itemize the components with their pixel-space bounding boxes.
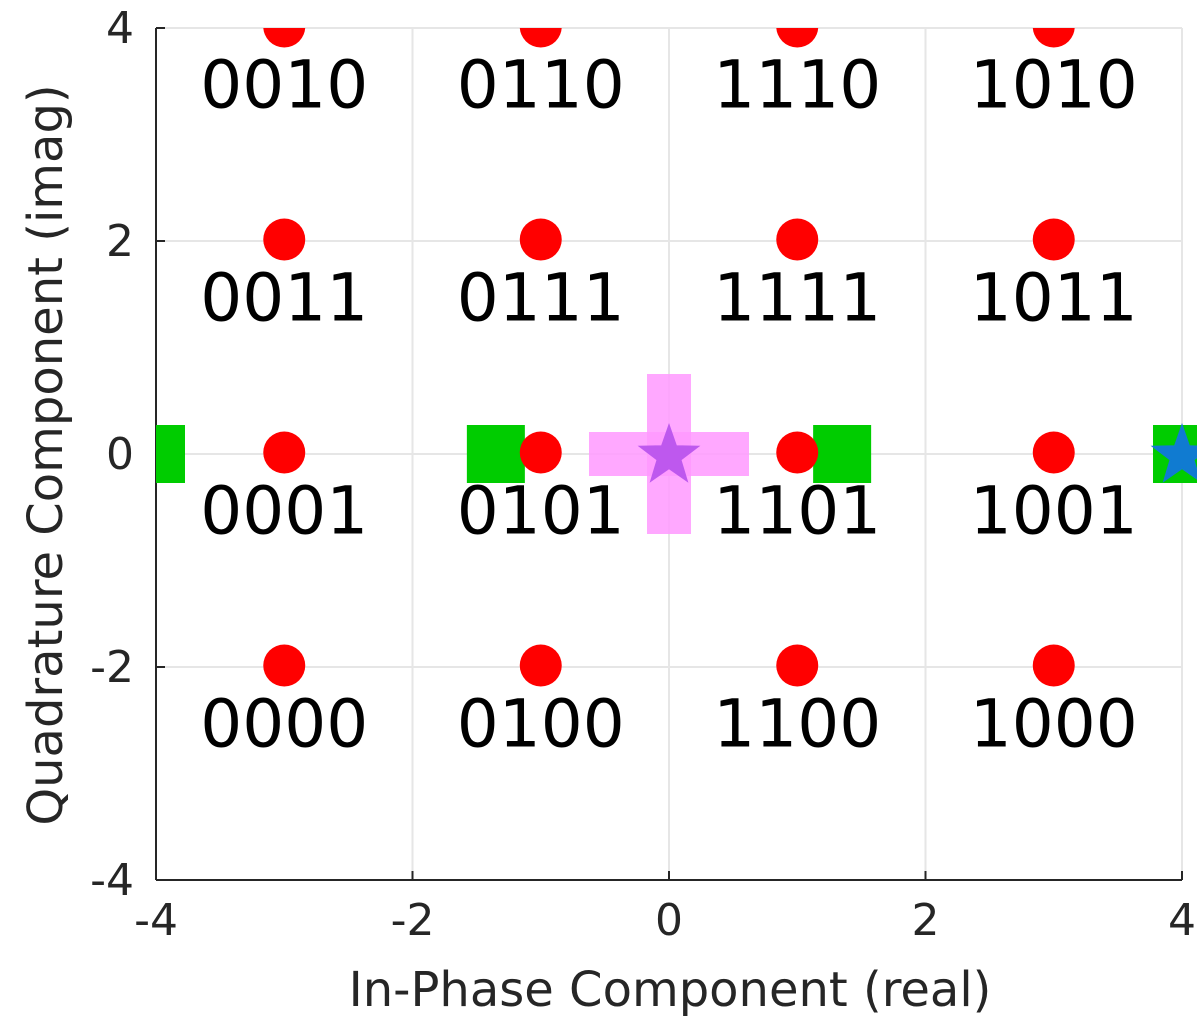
x-tick-label: -4 — [134, 895, 178, 946]
bit-label: 1010 — [970, 47, 1138, 124]
bit-label: 0001 — [200, 473, 368, 550]
x-tick-label: 0 — [655, 895, 683, 946]
constellation-point — [1032, 644, 1075, 687]
star-marker — [637, 422, 701, 483]
constellation-point — [776, 644, 819, 687]
constellation-point — [1032, 431, 1075, 474]
point-labels: 0010 0110 1110 1010 0011 0111 1111 1011 0001 0101… — [200, 47, 1137, 763]
bit-label: 0000 — [200, 686, 368, 763]
constellation-point — [776, 431, 819, 474]
constellation-point — [519, 218, 562, 261]
constellation-point — [1032, 28, 1075, 48]
square-marker — [466, 425, 525, 483]
bit-label: 0101 — [457, 473, 625, 550]
bit-label: 1101 — [713, 473, 881, 550]
x-tick-label: 2 — [912, 895, 940, 946]
bit-label: 0010 — [200, 47, 368, 124]
y-tick-label: 0 — [106, 429, 134, 480]
bit-label: 0111 — [457, 260, 625, 337]
square-marker — [156, 425, 185, 483]
y-tick-label: 4 — [106, 3, 134, 54]
constellation-point — [519, 431, 562, 474]
constellation-point — [519, 28, 562, 48]
constellation-point — [1032, 218, 1075, 261]
bit-label: 1011 — [970, 260, 1138, 337]
y-axis-title: Quadrature Component (imag) — [18, 84, 74, 825]
constellation-point — [263, 218, 306, 261]
data-marks — [156, 28, 1197, 687]
bit-label: 1000 — [970, 686, 1138, 763]
bit-label: 1110 — [713, 47, 881, 124]
bit-label: 1111 — [713, 260, 881, 337]
bit-label: 1100 — [713, 686, 881, 763]
square-marker — [813, 425, 872, 483]
star-marker — [1150, 422, 1197, 483]
bit-label: 0100 — [457, 686, 625, 763]
bit-label: 0011 — [200, 260, 368, 337]
constellation-point — [519, 644, 562, 687]
x-axis-title: In-Phase Component (real) — [349, 962, 992, 1018]
constellation-point — [263, 28, 306, 48]
y-tick-label: 2 — [106, 216, 134, 267]
constellation-point — [263, 644, 306, 687]
bit-label: 1001 — [970, 473, 1138, 550]
constellation-point — [776, 28, 819, 48]
x-tick-label: 4 — [1168, 895, 1196, 946]
y-tick-label: -4 — [90, 855, 134, 906]
x-tick-label: -2 — [391, 895, 435, 946]
tick-labels: -4 -2 0 2 4 4 2 0 -2 -4 — [90, 3, 1196, 946]
constellation-point — [776, 218, 819, 261]
constellation-point — [263, 431, 306, 474]
bit-label: 0110 — [457, 47, 625, 124]
y-tick-label: -2 — [90, 642, 134, 693]
